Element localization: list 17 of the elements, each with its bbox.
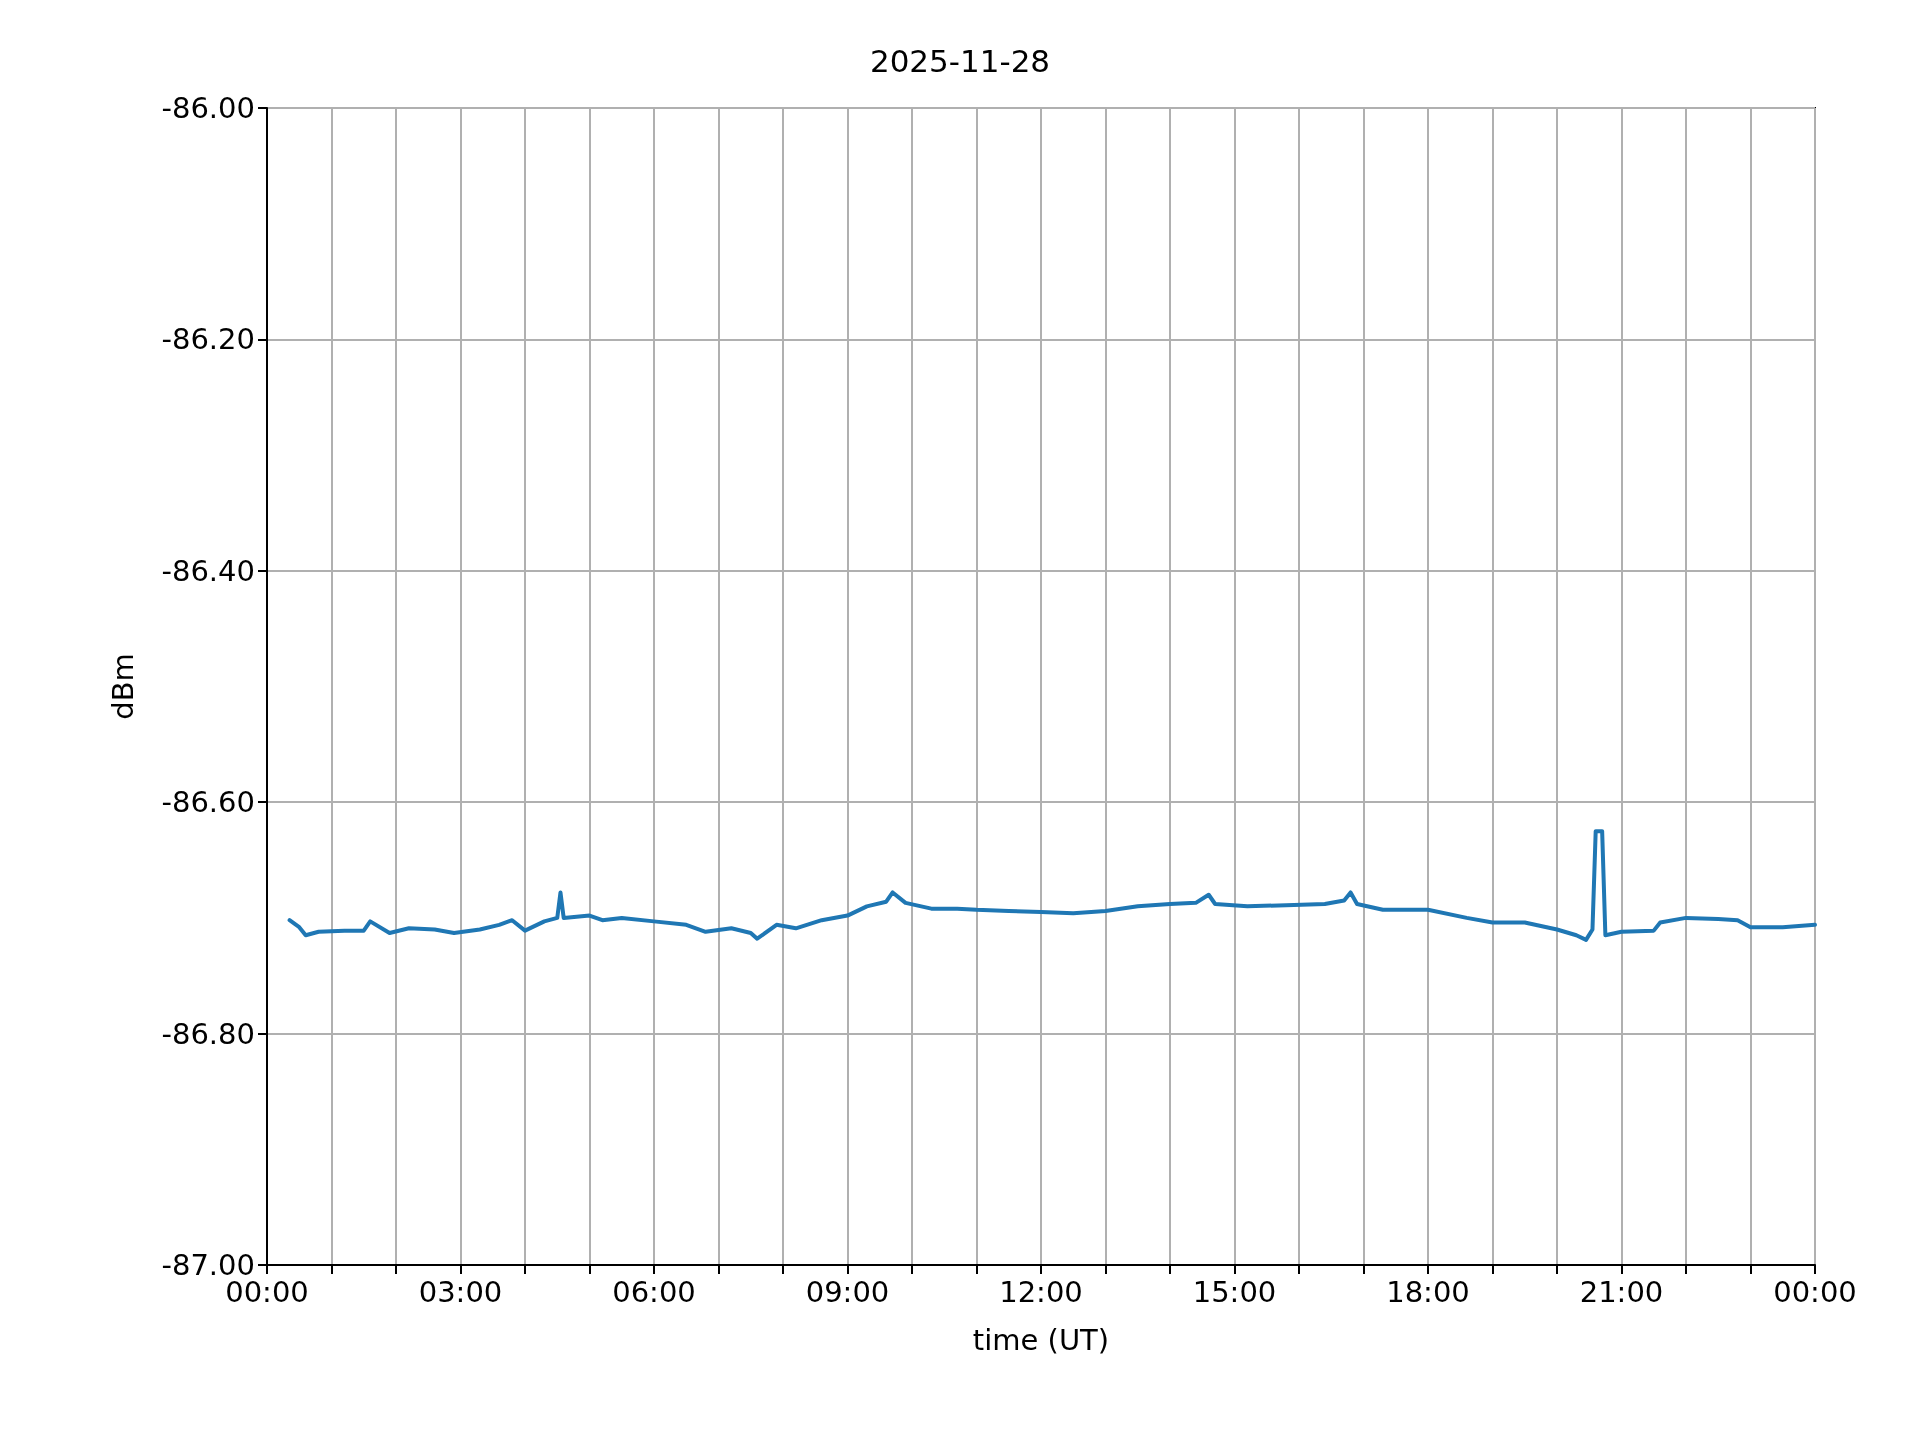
x-tick-label: 00:00 (1773, 1274, 1857, 1309)
x-tick-label: 03:00 (418, 1274, 503, 1309)
y-tick-label: -86.00 (161, 91, 255, 125)
x-tick-label: 15:00 (1192, 1274, 1277, 1309)
y-tick-label: -86.60 (161, 785, 255, 820)
y-tick-label: -86.40 (161, 553, 255, 588)
chart-title: 2025-11-28 (869, 42, 1051, 79)
y-tick-label: -86.20 (161, 322, 255, 357)
y-axis-title: dBm (105, 653, 140, 720)
y-tick-label: -86.80 (161, 1016, 255, 1051)
line-series (287, 829, 1817, 942)
x-tick-label: 12:00 (999, 1274, 1083, 1309)
x-tick-label: 18:00 (1386, 1274, 1470, 1309)
x-axis-title: time (UT) (972, 1322, 1110, 1357)
x-tick-label: 09:00 (805, 1274, 890, 1309)
x-tick-label: 06:00 (612, 1274, 696, 1309)
x-tick-label: 21:00 (1579, 1274, 1664, 1309)
